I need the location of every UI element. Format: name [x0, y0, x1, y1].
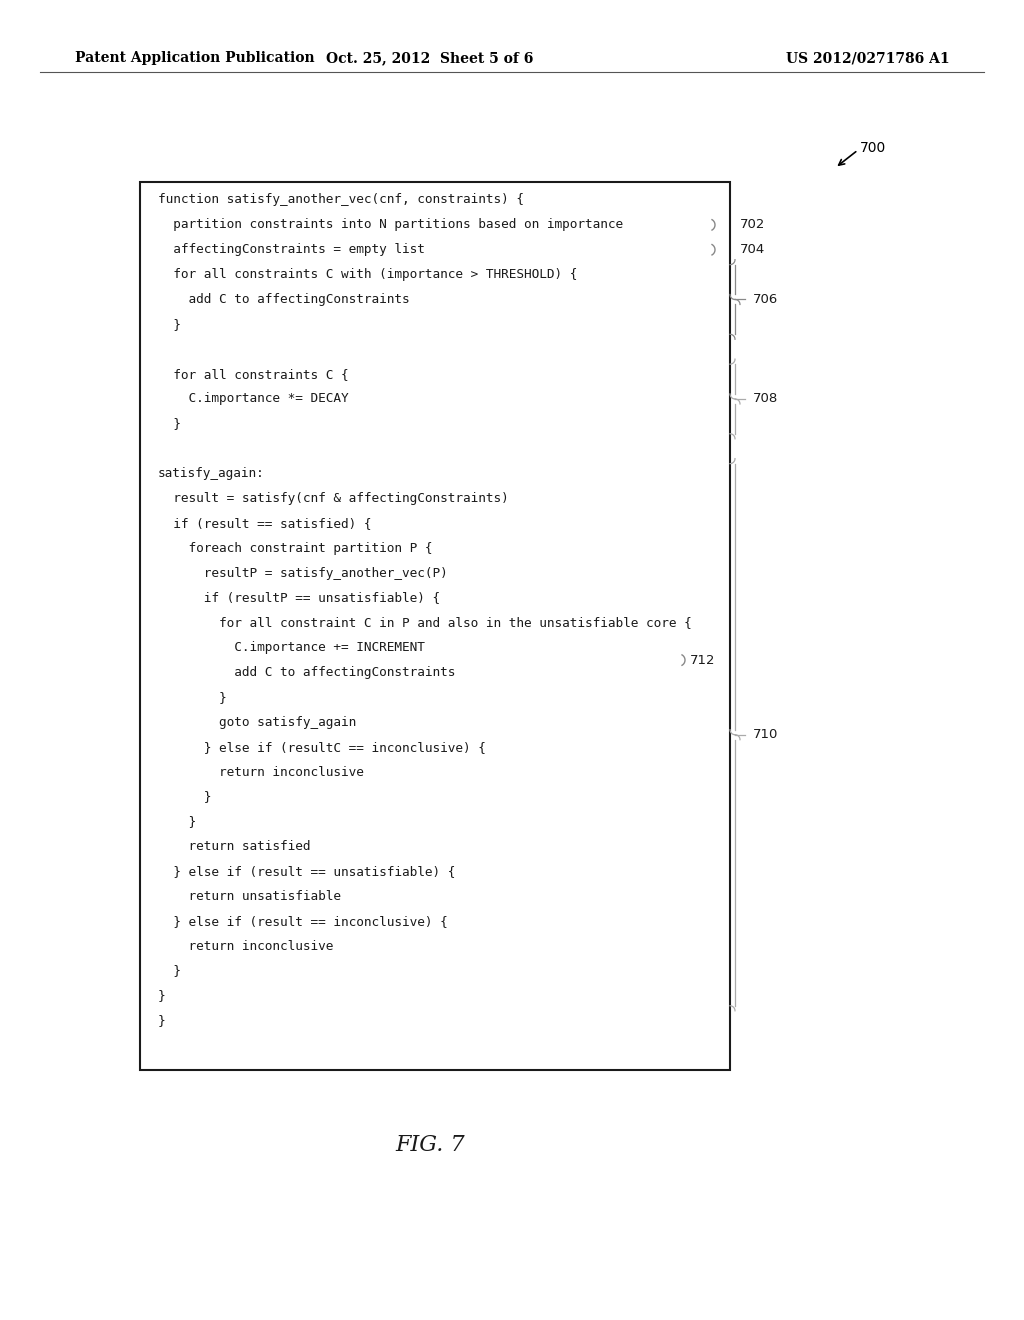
Text: }: } [158, 318, 181, 331]
Text: satisfy_again:: satisfy_again: [158, 467, 265, 480]
Text: }: } [158, 791, 211, 804]
Text: FIG. 7: FIG. 7 [395, 1134, 465, 1156]
Text: 704: 704 [740, 243, 765, 256]
Text: US 2012/0271786 A1: US 2012/0271786 A1 [786, 51, 950, 65]
Text: 708: 708 [753, 392, 778, 405]
Text: }: } [158, 690, 226, 704]
Text: goto satisfy_again: goto satisfy_again [158, 715, 356, 729]
Text: return satisfied: return satisfied [158, 840, 310, 853]
Text: if (resultP == unsatisfiable) {: if (resultP == unsatisfiable) { [158, 591, 440, 605]
Text: 700: 700 [860, 141, 886, 154]
Text: partition constraints into N partitions based on importance: partition constraints into N partitions … [158, 218, 624, 231]
Text: add C to affectingConstraints: add C to affectingConstraints [158, 293, 410, 306]
Text: return inconclusive: return inconclusive [158, 940, 334, 953]
Text: result = satisfy(cnf & affectingConstraints): result = satisfy(cnf & affectingConstrai… [158, 492, 509, 506]
Text: return inconclusive: return inconclusive [158, 766, 364, 779]
Text: } else if (result == inconclusive) {: } else if (result == inconclusive) { [158, 915, 447, 928]
Text: 710: 710 [753, 729, 778, 742]
Text: 702: 702 [740, 218, 765, 231]
Text: 712: 712 [690, 653, 716, 667]
Text: } else if (result == unsatisfiable) {: } else if (result == unsatisfiable) { [158, 865, 456, 878]
Text: if (result == satisfied) {: if (result == satisfied) { [158, 517, 372, 529]
Text: add C to affectingConstraints: add C to affectingConstraints [158, 667, 456, 678]
Text: }: } [158, 989, 166, 1002]
Text: } else if (resultC == inconclusive) {: } else if (resultC == inconclusive) { [158, 741, 485, 754]
Text: 706: 706 [753, 293, 778, 306]
Text: return unsatisfiable: return unsatisfiable [158, 890, 341, 903]
Text: for all constraints C with (importance > THRESHOLD) {: for all constraints C with (importance >… [158, 268, 578, 281]
Text: for all constraints C {: for all constraints C { [158, 367, 348, 380]
Text: }: } [158, 417, 181, 430]
Text: }: } [158, 965, 181, 977]
Text: }: } [158, 816, 197, 828]
Text: Oct. 25, 2012  Sheet 5 of 6: Oct. 25, 2012 Sheet 5 of 6 [327, 51, 534, 65]
Text: function satisfy_another_vec(cnf, constraints) {: function satisfy_another_vec(cnf, constr… [158, 194, 524, 206]
Text: for all constraint C in P and also in the unsatisfiable core {: for all constraint C in P and also in th… [158, 616, 692, 630]
Text: Patent Application Publication: Patent Application Publication [75, 51, 314, 65]
Bar [140, 182, 730, 1071]
Text: C.importance *= DECAY: C.importance *= DECAY [158, 392, 348, 405]
Text: foreach constraint partition P {: foreach constraint partition P { [158, 541, 432, 554]
Text: affectingConstraints = empty list: affectingConstraints = empty list [158, 243, 425, 256]
Text: }: } [158, 1014, 166, 1027]
Text: C.importance += INCREMENT: C.importance += INCREMENT [158, 642, 425, 655]
Text: resultP = satisfy_another_vec(P): resultP = satisfy_another_vec(P) [158, 566, 447, 579]
